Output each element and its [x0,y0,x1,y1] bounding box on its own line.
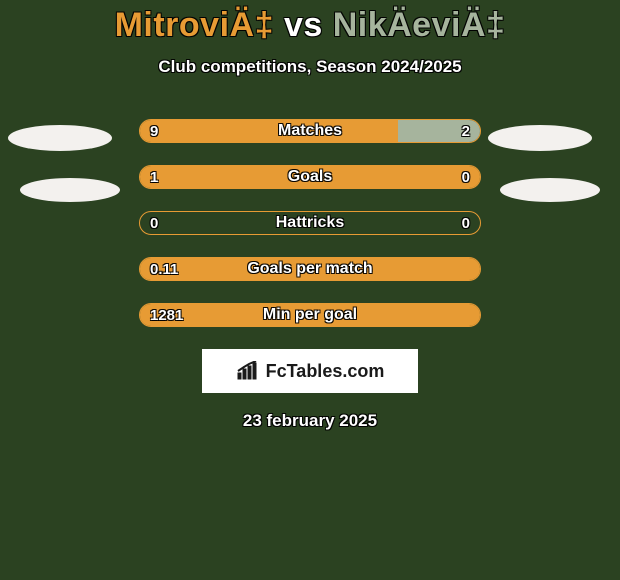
stat-bar: 1281Min per goal [139,303,481,327]
decorative-ellipse [488,125,592,151]
comparison-title: MitroviÄ‡ vs NikÄeviÄ‡ [0,6,620,45]
brand-text: FcTables.com [266,361,385,382]
stat-row: 0.11Goals per match [0,257,620,281]
stat-label: Min per goal [140,304,480,326]
stat-label: Goals [140,166,480,188]
decorative-ellipse [500,178,600,202]
stat-label: Matches [140,120,480,142]
stat-bar: 0.11Goals per match [139,257,481,281]
stat-label: Hattricks [140,212,480,234]
brand-badge: FcTables.com [202,349,418,393]
decorative-ellipse [8,125,112,151]
stat-bar: 92Matches [139,119,481,143]
stat-label: Goals per match [140,258,480,280]
stat-row: 00Hattricks [0,211,620,235]
player2-name: NikÄeviÄ‡ [333,6,506,44]
subtitle: Club competitions, Season 2024/2025 [0,57,620,77]
stat-bar: 10Goals [139,165,481,189]
date-label: 23 february 2025 [0,411,620,431]
vs-label: vs [284,6,323,44]
stat-bar: 00Hattricks [139,211,481,235]
decorative-ellipse [20,178,120,202]
chart-icon [236,361,260,381]
content: MitroviÄ‡ vs NikÄeviÄ‡ Club competitions… [0,0,620,431]
player1-name: MitroviÄ‡ [115,6,274,44]
stat-row: 1281Min per goal [0,303,620,327]
